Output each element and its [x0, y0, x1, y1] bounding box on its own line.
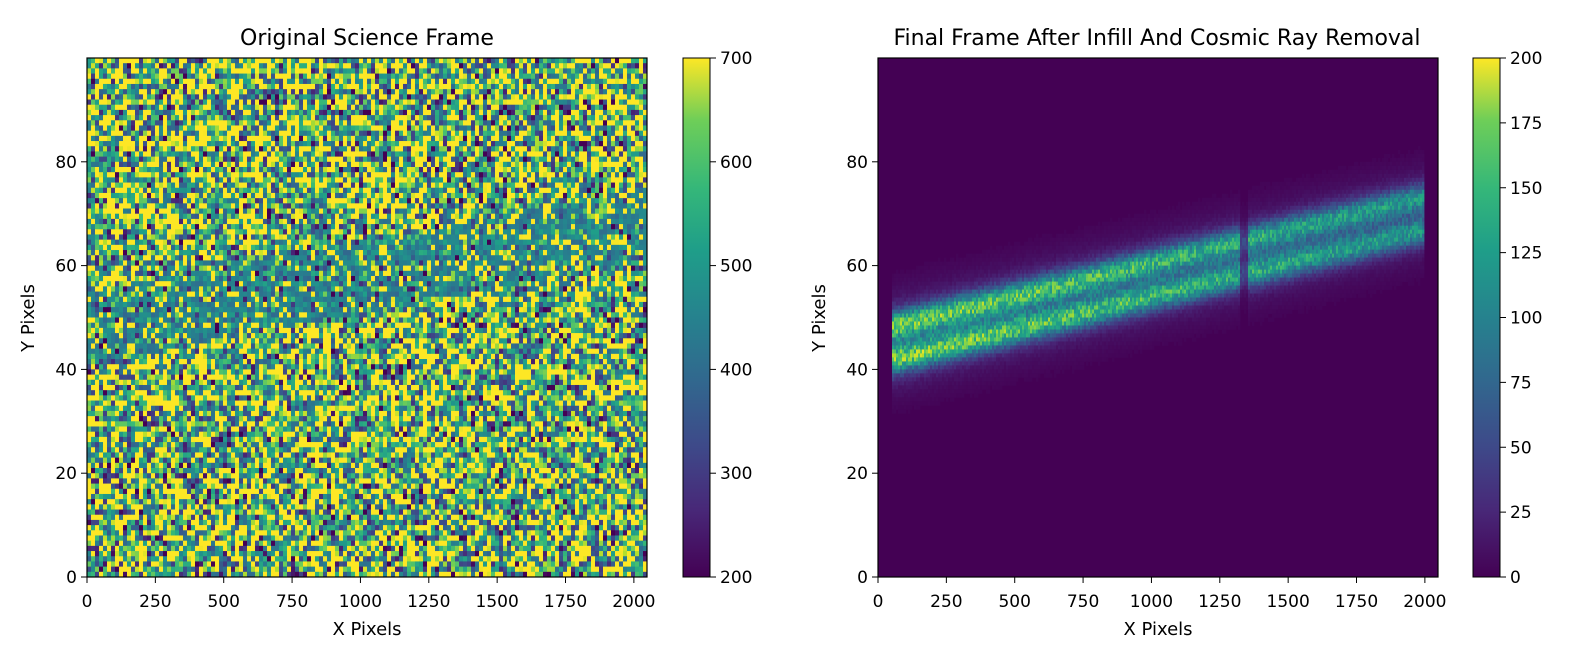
colorbar-tick-label: 200 — [1510, 49, 1542, 69]
y-axis-ticks: 0 20 40 60 80 — [846, 153, 878, 588]
x-axis-ticks: 0 250 500 750 1000 1250 1500 1750 2000 — [82, 577, 656, 612]
y-axis-ticks: 0 20 40 60 80 — [55, 153, 87, 588]
x-tick-label: 1750 — [1335, 592, 1378, 612]
x-tick-label: 1250 — [1198, 592, 1241, 612]
colorbar-ticks: 200 300 400 500 600 700 — [710, 49, 752, 588]
heatmap-image — [878, 58, 1438, 577]
y-tick-label: 60 — [55, 257, 77, 277]
x-tick-label: 1000 — [1130, 592, 1173, 612]
colorbar-tick-label: 150 — [1510, 179, 1542, 199]
x-tick-label: 2000 — [612, 592, 655, 612]
colorbar-gradient — [1472, 57, 1501, 578]
colorbar-tick-label: 175 — [1510, 114, 1542, 134]
colorbar-tick-label: 125 — [1510, 244, 1542, 264]
y-tick-label: 80 — [55, 153, 77, 173]
x-tick-label: 0 — [873, 592, 884, 612]
chart-title: Original Science Frame — [240, 26, 494, 51]
plot-frame — [877, 57, 1439, 578]
y-axis-label: Y Pixels — [18, 284, 39, 353]
x-tick-label: 750 — [1067, 592, 1099, 612]
y-tick-label: 0 — [66, 568, 77, 588]
x-tick-label: 1250 — [407, 592, 450, 612]
y-tick-label: 40 — [846, 360, 868, 380]
x-tick-label: 1000 — [339, 592, 382, 612]
colorbar-tick-label: 600 — [720, 153, 752, 173]
chart-title: Final Frame After Infill And Cosmic Ray … — [893, 26, 1420, 51]
x-tick-label: 0 — [82, 592, 93, 612]
y-tick-label: 40 — [55, 360, 77, 380]
x-tick-label: 250 — [930, 592, 962, 612]
colorbar-tick-label: 50 — [1510, 438, 1532, 458]
x-tick-label: 500 — [998, 592, 1030, 612]
left-chart-panel: Original Science Frame 0 250 500 750 1000 125… — [18, 26, 752, 640]
colorbar-tick-label: 500 — [720, 257, 752, 277]
colorbar-tick-label: 300 — [720, 464, 752, 484]
y-tick-label: 80 — [846, 153, 868, 173]
colorbar-tick-label: 25 — [1510, 503, 1532, 523]
x-axis-label: X Pixels — [1123, 619, 1192, 640]
x-tick-label: 2000 — [1403, 592, 1446, 612]
x-tick-label: 1750 — [544, 592, 587, 612]
y-tick-label: 20 — [846, 464, 868, 484]
x-axis-label: X Pixels — [332, 619, 401, 640]
y-tick-label: 20 — [55, 464, 77, 484]
right-chart-panel: Final Frame After Infill And Cosmic Ray … — [793, 0, 1586, 668]
colorbar-tick-label: 400 — [720, 360, 752, 380]
original-frame-chart: Original Science Frame 0 250 500 750 1000 125… — [18, 26, 752, 640]
heatmap-image — [87, 58, 648, 578]
y-tick-label: 60 — [846, 257, 868, 277]
x-tick-label: 750 — [276, 592, 308, 612]
colorbar-gradient — [682, 57, 711, 578]
plot-frame — [86, 57, 648, 578]
colorbar-tick-label: 75 — [1510, 373, 1532, 393]
colorbar-tick-label: 700 — [720, 49, 752, 69]
colorbar: 0 25 50 75 100 125 150 175 200 — [1472, 49, 1542, 588]
y-axis-label: Y Pixels — [809, 284, 830, 353]
y-tick-label: 0 — [857, 568, 868, 588]
colorbar: 200 300 400 500 600 700 — [682, 49, 752, 588]
x-axis-ticks: 0 250 500 750 1000 1250 1500 1750 2000 — [873, 577, 1447, 612]
colorbar-ticks: 0 25 50 75 100 125 150 175 200 — [1500, 49, 1542, 588]
colorbar-tick-label: 0 — [1510, 568, 1521, 588]
final-frame-chart: Final Frame After Infill And Cosmic Ray … — [809, 26, 1542, 640]
x-tick-label: 250 — [139, 592, 171, 612]
colorbar-tick-label: 200 — [720, 568, 752, 588]
x-tick-label: 1500 — [1267, 592, 1310, 612]
colorbar-tick-label: 100 — [1510, 309, 1542, 329]
x-tick-label: 1500 — [476, 592, 519, 612]
x-tick-label: 500 — [207, 592, 239, 612]
